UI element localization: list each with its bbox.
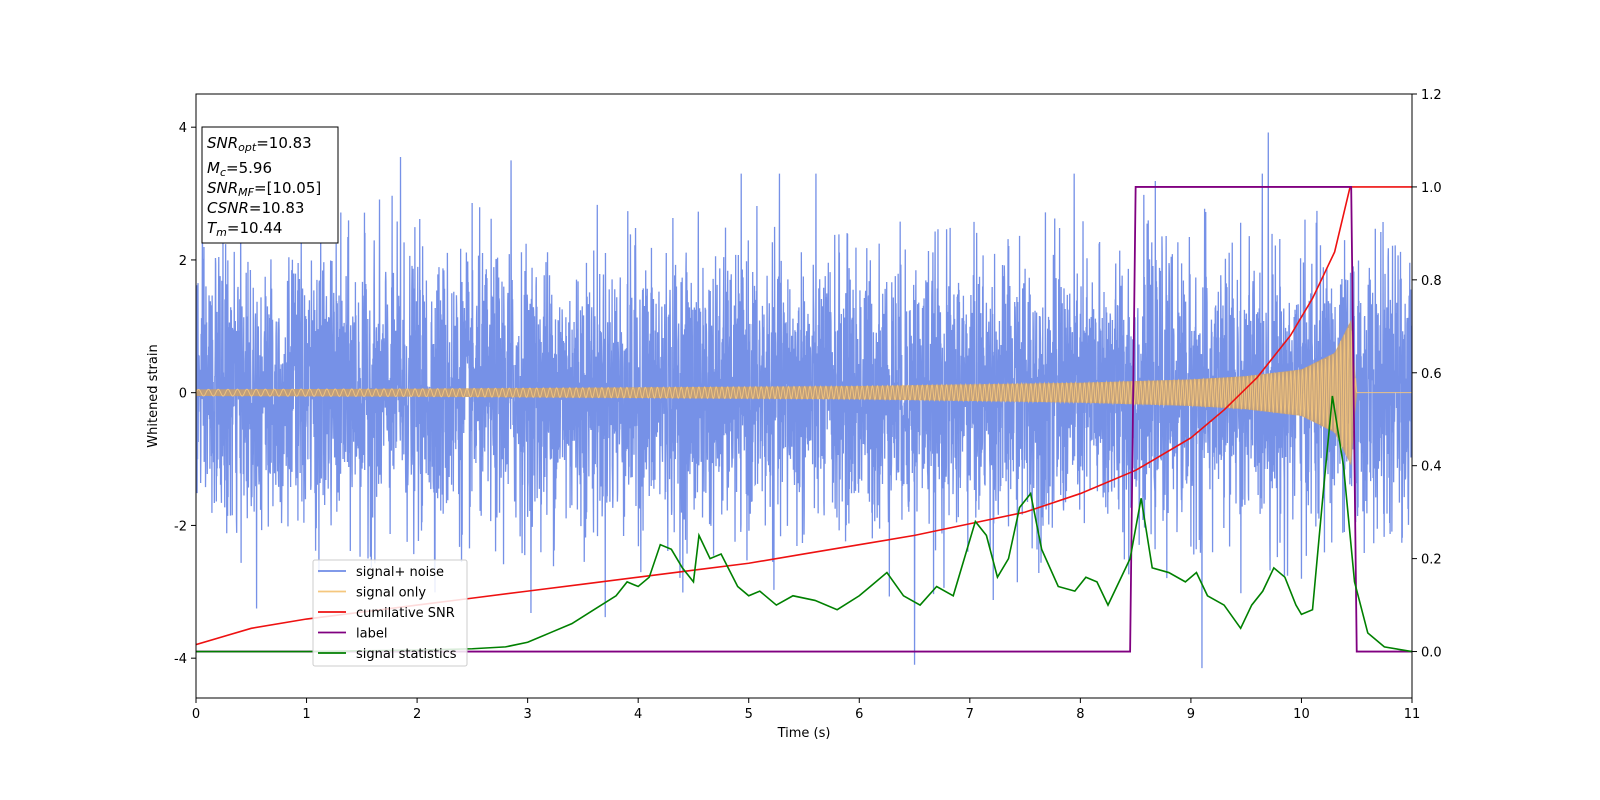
y2-tick-label: 1.2 (1421, 88, 1442, 103)
stat-csnr: CSNR=10.83 (207, 199, 304, 217)
y2-tick-label: 0.8 (1421, 274, 1442, 289)
signal-only-line (196, 327, 1412, 463)
x-tick-label: 11 (1404, 707, 1421, 722)
y2-tick-label: 1.0 (1421, 181, 1442, 196)
plot-frame (195, 93, 1413, 699)
y-axis-title: Whitened strain (146, 344, 161, 447)
y-tick-label: 2 (179, 254, 187, 269)
x-tick-label: 6 (855, 707, 863, 722)
y-axis-left-ticks: -4 -2 0 2 4 (174, 121, 196, 667)
x-tick-label: 3 (523, 707, 531, 722)
y-axis-right-ticks: 0.0 0.2 0.4 0.6 0.8 1.0 1.2 (1412, 88, 1442, 661)
x-tick-label: 0 (192, 707, 200, 722)
legend-label: signal only (356, 586, 426, 601)
y-tick-label: 4 (179, 121, 187, 136)
legend-label: signal statistics (356, 647, 457, 662)
stats-box-frame (201, 126, 339, 244)
y2-tick-label: 0.4 (1421, 460, 1442, 475)
label-line (196, 186, 1412, 653)
legend-label: cumilative SNR (356, 606, 455, 621)
stat-snr-opt: SNRopt=10.83 (207, 134, 312, 154)
x-tick-label: 2 (413, 707, 421, 722)
y-tick-label: -4 (174, 652, 187, 667)
signal-only-envelope (196, 319, 1412, 466)
x-tick-label: 4 (634, 707, 642, 722)
stats-box: SNRopt=10.83 Mc=5.96 SNRMF=[10.05] CSNR=… (201, 126, 339, 244)
x-tick-label: 9 (1187, 707, 1195, 722)
legend-label: label (356, 627, 387, 642)
stat-snr-mf: SNRMF=[10.05] (207, 179, 321, 199)
signal-statistics-line (196, 395, 1412, 653)
legend: signal+ noise signal only cumilative SNR la… (312, 559, 468, 667)
x-axis-title: Time (s) (777, 726, 831, 741)
y-tick-label: 0 (179, 387, 187, 402)
y2-tick-label: 0.2 (1421, 553, 1442, 568)
y2-tick-label: 0.6 (1421, 367, 1442, 382)
x-tick-label: 5 (745, 707, 753, 722)
x-axis-ticks: 0 1 2 3 4 5 6 7 8 9 10 11 (192, 698, 1420, 722)
x-tick-label: 10 (1293, 707, 1310, 722)
x-tick-label: 7 (966, 707, 974, 722)
stat-mc: Mc=5.96 (207, 159, 272, 179)
stat-tm: Tm=10.44 (207, 219, 282, 239)
x-tick-label: 1 (302, 707, 310, 722)
y2-tick-label: 0.0 (1421, 646, 1442, 661)
y-tick-label: -2 (174, 519, 187, 534)
x-tick-label: 8 (1076, 707, 1084, 722)
legend-frame (312, 559, 468, 667)
legend-label: signal+ noise (356, 565, 444, 580)
